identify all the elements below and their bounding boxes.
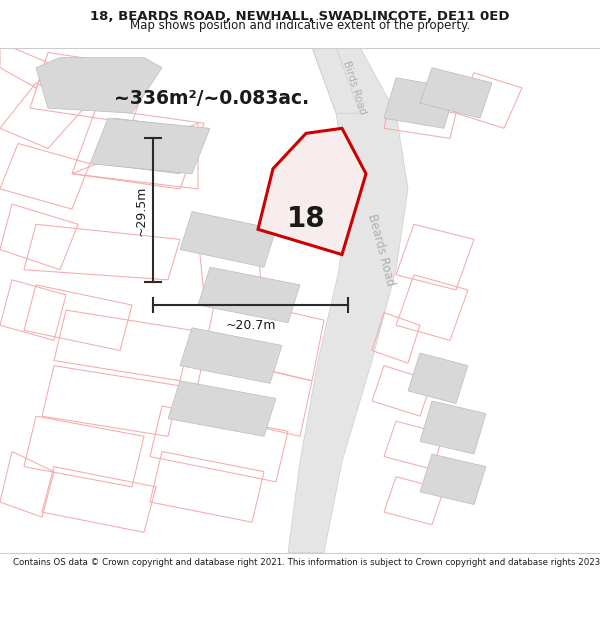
Text: 18: 18 <box>287 205 325 233</box>
Text: 18, BEARDS ROAD, NEWHALL, SWADLINCOTE, DE11 0ED: 18, BEARDS ROAD, NEWHALL, SWADLINCOTE, D… <box>90 11 510 24</box>
Polygon shape <box>300 48 360 113</box>
Text: ~29.5m: ~29.5m <box>134 185 148 236</box>
Polygon shape <box>420 454 486 504</box>
Text: Map shows position and indicative extent of the property.: Map shows position and indicative extent… <box>130 19 470 32</box>
Polygon shape <box>36 58 162 113</box>
Text: Beards Road: Beards Road <box>365 212 397 287</box>
Text: Birds Road: Birds Road <box>341 60 367 116</box>
Polygon shape <box>288 48 408 552</box>
Polygon shape <box>180 212 276 267</box>
Polygon shape <box>420 401 486 454</box>
Polygon shape <box>180 328 282 383</box>
Polygon shape <box>96 118 198 174</box>
Polygon shape <box>408 353 468 404</box>
Text: Contains OS data © Crown copyright and database right 2021. This information is : Contains OS data © Crown copyright and d… <box>13 558 600 568</box>
Polygon shape <box>258 128 366 254</box>
Polygon shape <box>90 118 210 174</box>
Text: ~20.7m: ~20.7m <box>225 319 276 332</box>
Polygon shape <box>420 68 492 118</box>
Polygon shape <box>198 267 300 322</box>
Polygon shape <box>384 78 456 128</box>
Polygon shape <box>168 381 276 436</box>
Text: ~336m²/~0.083ac.: ~336m²/~0.083ac. <box>114 89 309 107</box>
